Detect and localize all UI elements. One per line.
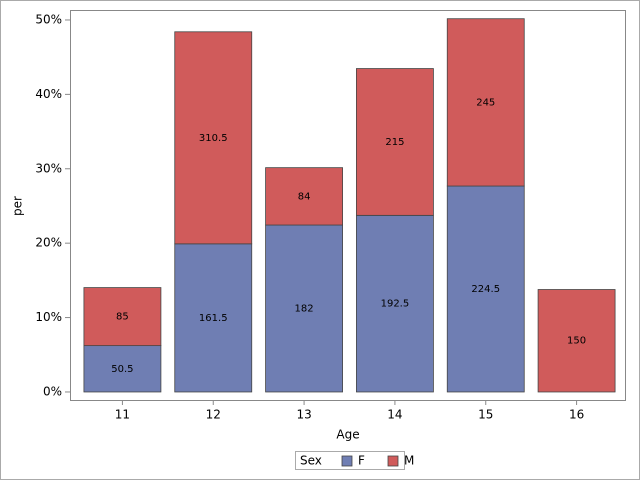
data-label: 50.5 xyxy=(111,364,133,375)
y-tick-label: 40% xyxy=(35,87,62,101)
y-tick-label: 0% xyxy=(43,384,62,398)
bar-segment xyxy=(174,243,253,393)
legend-title: Sex xyxy=(300,454,322,468)
bar-segment xyxy=(83,287,162,347)
legend-swatch xyxy=(341,455,353,467)
bar-segment xyxy=(446,18,525,187)
x-axis-label: Age xyxy=(336,428,359,442)
legend-label: M xyxy=(404,454,414,468)
data-label: 224.5 xyxy=(471,284,500,295)
bar-segment xyxy=(83,345,162,393)
bar-segment xyxy=(446,185,525,393)
x-tick-label: 11 xyxy=(115,408,130,422)
x-tick-label: 12 xyxy=(206,408,221,422)
y-axis-label: per xyxy=(11,196,25,216)
bar-segment xyxy=(356,68,434,216)
legend-label: F xyxy=(358,454,365,468)
data-label: 215 xyxy=(385,137,404,148)
bar-segment xyxy=(265,167,343,226)
x-tick-label: 16 xyxy=(569,408,584,422)
plot-frame xyxy=(70,10,626,401)
x-tick-label: 13 xyxy=(296,408,311,422)
legend-swatch xyxy=(387,455,399,467)
bar-segment xyxy=(537,289,616,393)
data-label: 84 xyxy=(298,191,311,202)
data-label: 150 xyxy=(567,336,586,347)
x-tick-label: 14 xyxy=(387,408,402,422)
y-tick-label: 30% xyxy=(35,161,62,175)
bar-segment xyxy=(356,214,434,393)
data-label: 182 xyxy=(295,303,314,314)
bar-segment xyxy=(174,31,253,245)
y-tick-label: 20% xyxy=(35,236,62,250)
y-tick-label: 50% xyxy=(35,12,62,26)
y-tick-label: 10% xyxy=(35,310,62,324)
data-label: 310.5 xyxy=(199,133,228,144)
data-label: 161.5 xyxy=(199,313,228,324)
data-label: 85 xyxy=(116,312,129,323)
x-tick-label: 15 xyxy=(478,408,493,422)
data-label: 192.5 xyxy=(381,299,410,310)
data-label: 245 xyxy=(476,97,495,108)
